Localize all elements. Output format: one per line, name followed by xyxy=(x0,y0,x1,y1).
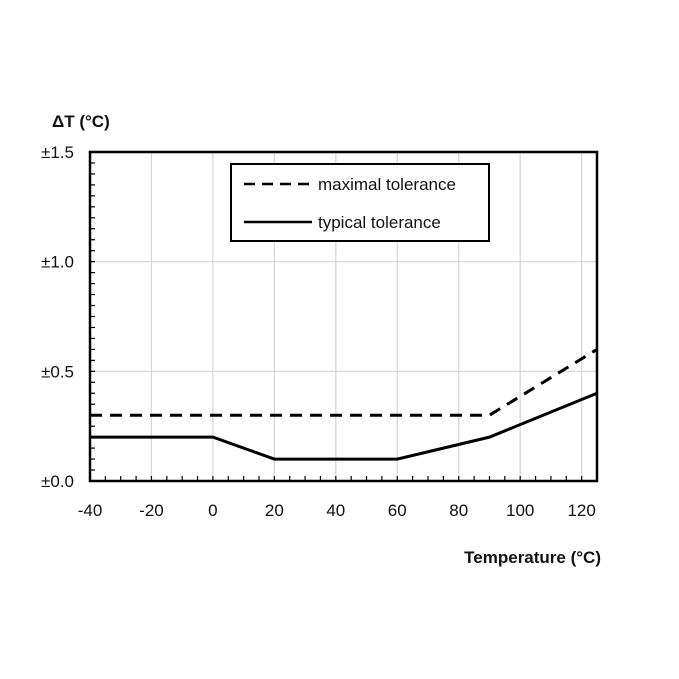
y-tick-labels: ±0.0 ±0.5 ±1.0 ±1.5 xyxy=(41,143,74,491)
x-tick-label: -40 xyxy=(78,501,103,520)
legend-box xyxy=(230,163,490,242)
x-tick-label: 60 xyxy=(388,501,407,520)
y-tick-label: ±0.5 xyxy=(41,362,74,381)
x-tick-label: -20 xyxy=(139,501,164,520)
y-tick-label: ±1.5 xyxy=(41,143,74,162)
series-line-maximal xyxy=(90,348,598,417)
y-axis-title: ΔT (°C) xyxy=(52,112,110,131)
plot-frame xyxy=(88,150,599,483)
x-tick-label: 40 xyxy=(326,501,345,520)
series-line-typical xyxy=(90,391,598,461)
x-axis-title: Temperature (°C) xyxy=(464,548,601,567)
series-lines xyxy=(90,348,598,461)
legend-label-typical: typical tolerance xyxy=(318,213,441,232)
legend: maximal tolerance typical tolerance xyxy=(230,163,490,242)
x-tick-label: 0 xyxy=(208,501,217,520)
y-tick-label: ±1.0 xyxy=(41,253,74,272)
x-tick-label: 80 xyxy=(449,501,468,520)
x-tick-labels: -40 -20 0 20 40 60 80 100 120 xyxy=(78,501,596,520)
x-tick-label: 20 xyxy=(265,501,284,520)
y-tick-label: ±0.0 xyxy=(41,472,74,491)
x-tick-label: 100 xyxy=(506,501,534,520)
x-tick-label: 120 xyxy=(567,501,595,520)
legend-label-maximal: maximal tolerance xyxy=(318,175,456,194)
